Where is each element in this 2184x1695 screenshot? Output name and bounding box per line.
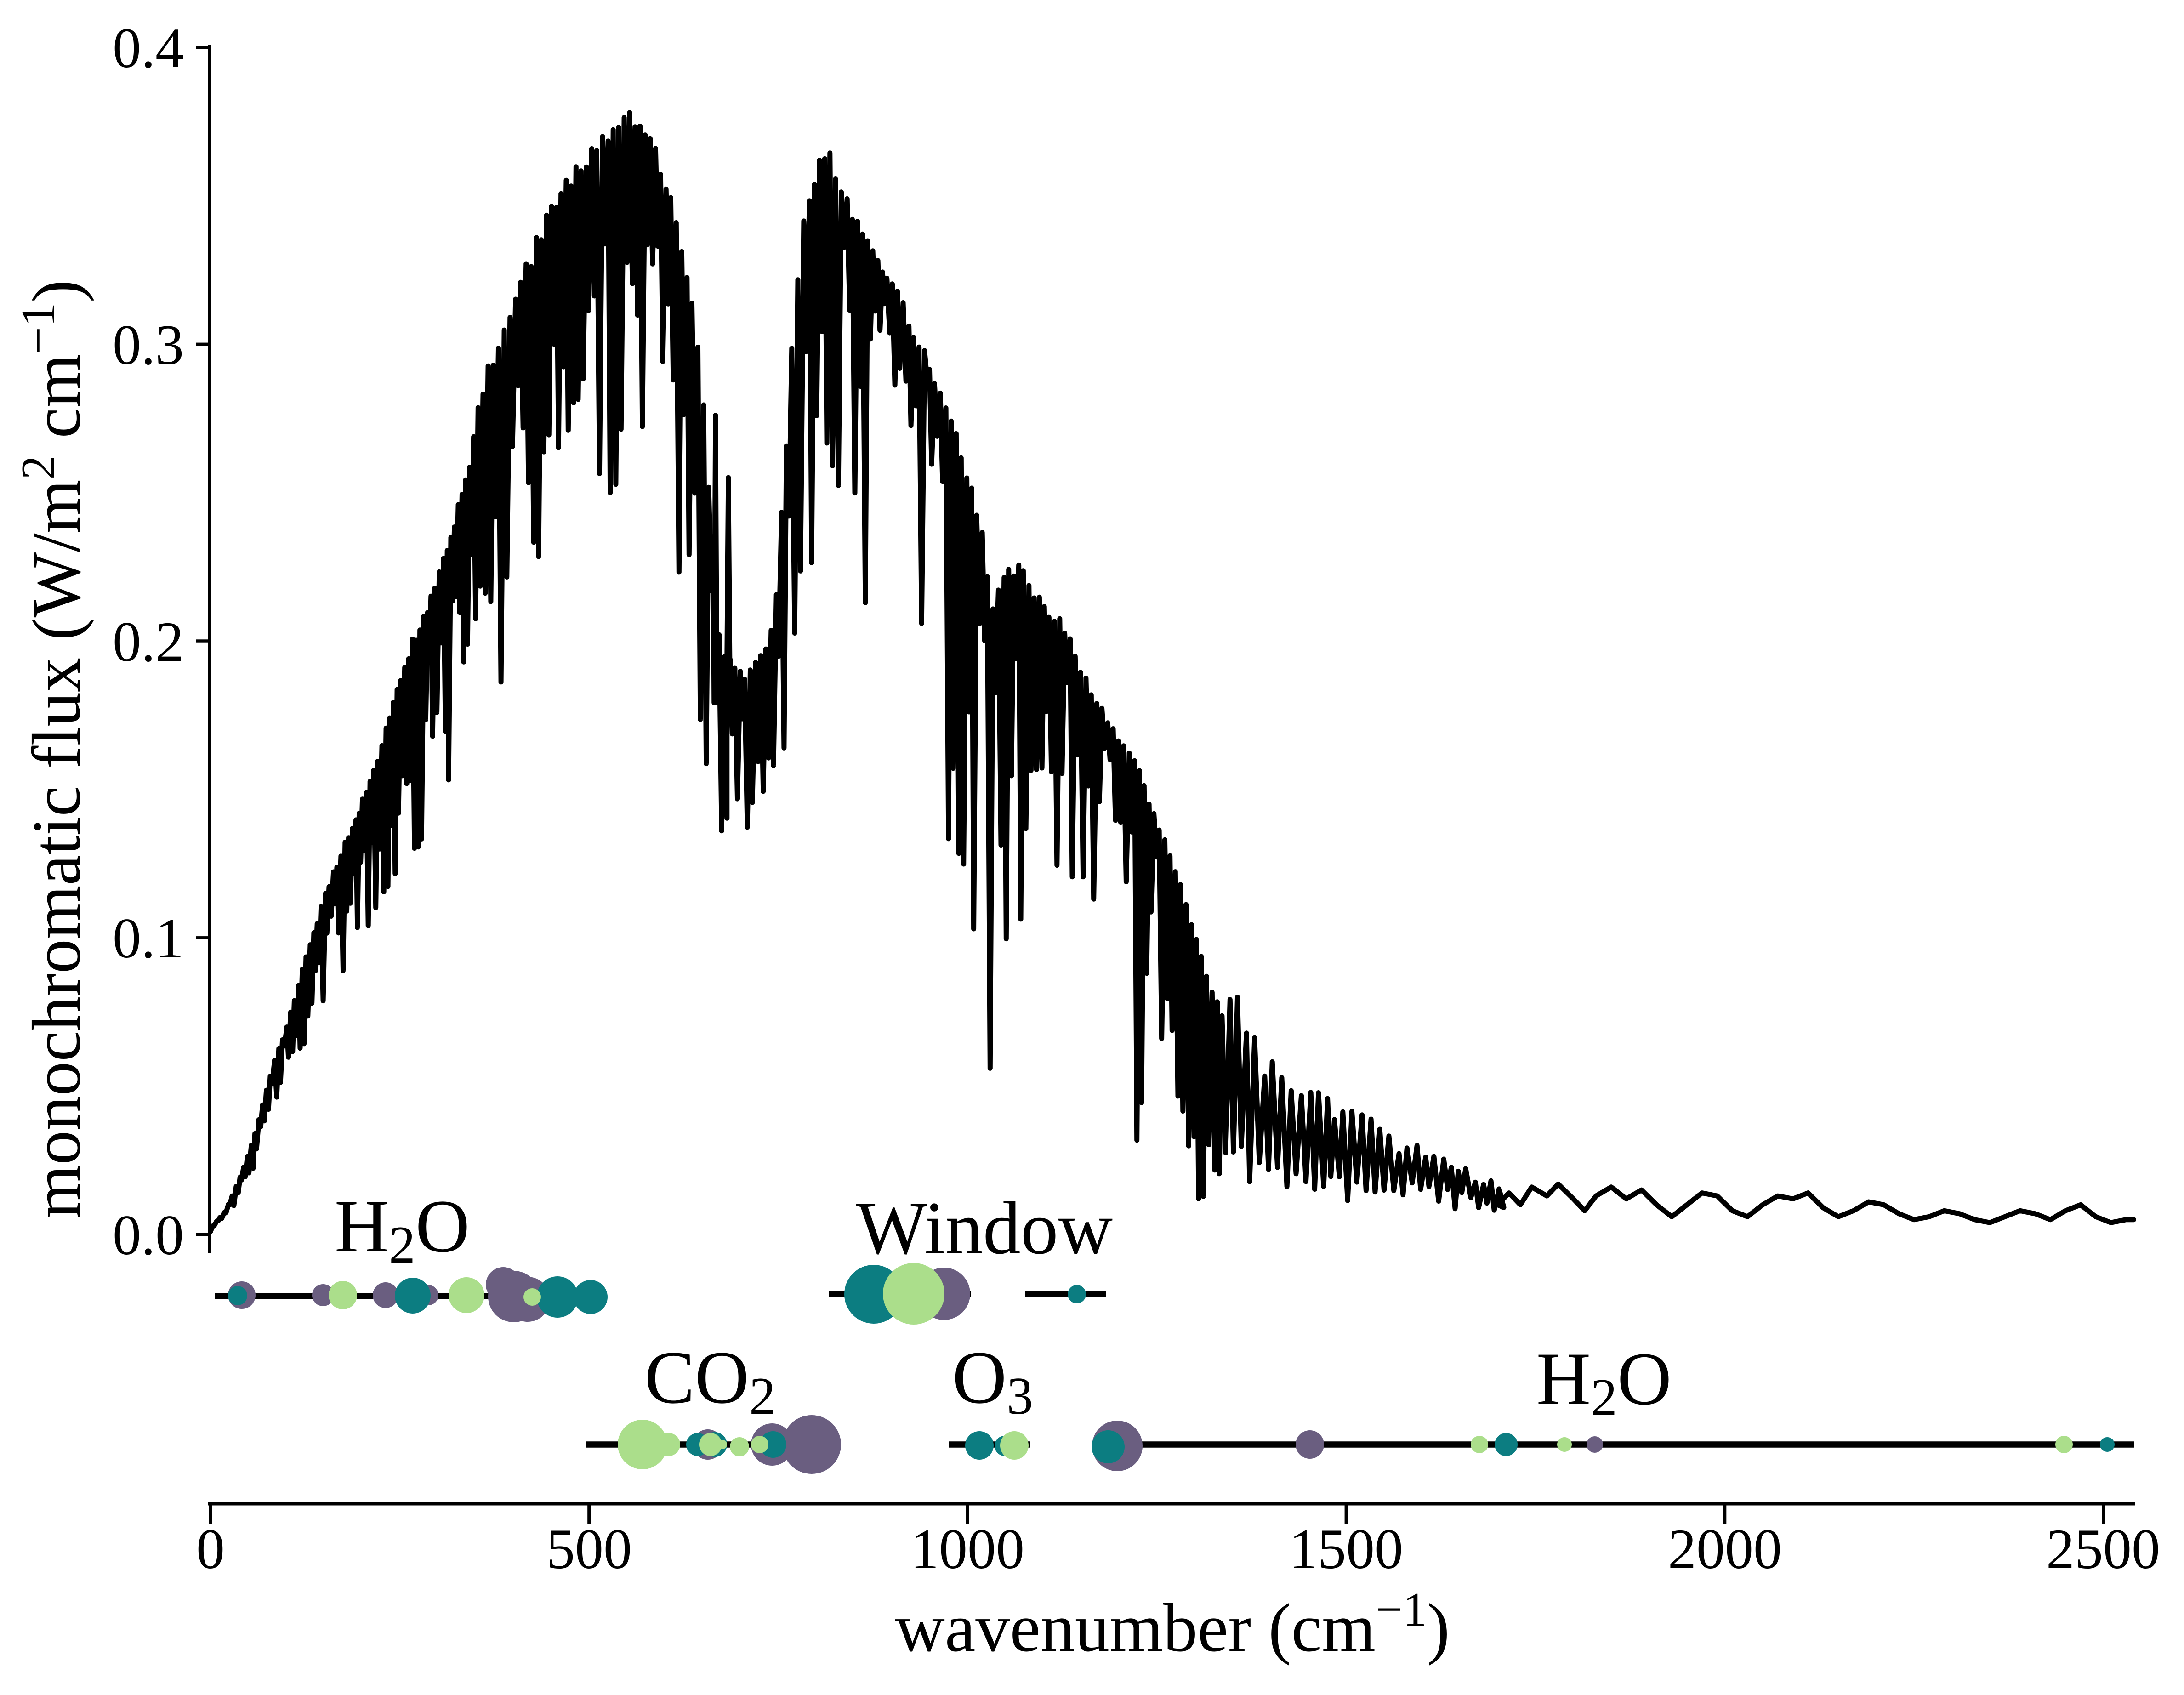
svg-text:CO2: CO2 [644, 1336, 775, 1425]
svg-text:1500: 1500 [1289, 1518, 1403, 1581]
svg-text:2000: 2000 [1668, 1518, 1782, 1581]
svg-text:wavenumber (cm−1): wavenumber (cm−1) [895, 1582, 1450, 1666]
svg-text:0.1: 0.1 [113, 907, 184, 970]
svg-text:1000: 1000 [910, 1518, 1024, 1581]
svg-text:0: 0 [196, 1518, 225, 1581]
svg-text:0.4: 0.4 [113, 17, 184, 80]
svg-text:monochromatic flux (W/m2 cm−1): monochromatic flux (W/m2 cm−1) [11, 280, 95, 1219]
svg-text:500: 500 [546, 1518, 632, 1581]
svg-text:Window: Window [856, 1187, 1113, 1270]
svg-text:0.0: 0.0 [113, 1204, 184, 1267]
svg-text:0.2: 0.2 [113, 610, 184, 673]
svg-text:2500: 2500 [2046, 1518, 2160, 1581]
svg-text:0.3: 0.3 [113, 313, 184, 376]
